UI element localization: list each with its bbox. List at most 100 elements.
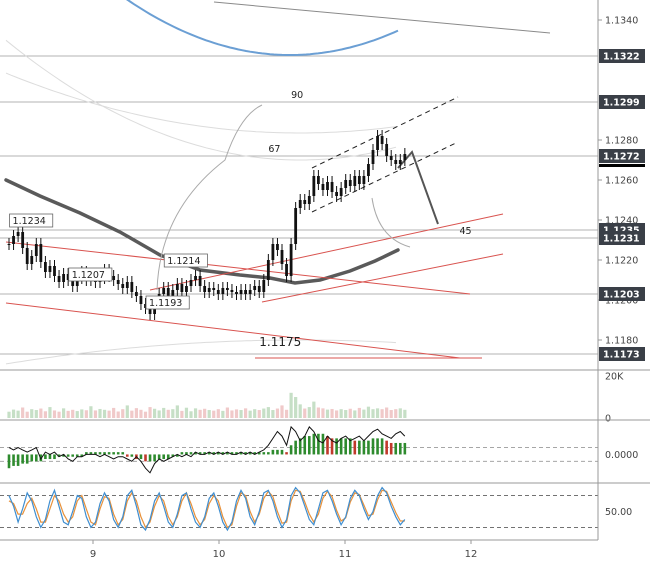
annotation-box <box>145 295 190 310</box>
macd-histogram-bar <box>376 438 379 455</box>
macd-histogram-bar <box>335 438 338 455</box>
price-badge-label: 1.1203 <box>603 290 640 301</box>
stochastic-panel: 50.00 <box>0 486 632 532</box>
overlay-layer <box>0 0 598 365</box>
macd-histogram-bar <box>112 452 115 455</box>
time-tick-label: 11 <box>339 549 352 560</box>
macd-histogram-bar <box>298 438 302 455</box>
volume-bar <box>257 410 261 418</box>
macd-histogram-bar <box>25 454 29 464</box>
volume-bar <box>71 409 75 418</box>
price-badge-label: 1.1272 <box>603 152 640 163</box>
candle-body <box>125 282 129 288</box>
macd-histogram-bar <box>62 454 65 457</box>
price-badge-label: 1.1299 <box>603 98 640 109</box>
macd-histogram-bar <box>344 438 347 455</box>
macd-histogram-bar <box>98 452 102 455</box>
candle-body <box>371 150 375 164</box>
volume-bar <box>89 406 93 418</box>
candle-body <box>194 276 197 280</box>
candle-body <box>253 286 257 290</box>
candle-body <box>312 176 316 196</box>
red-channel-line <box>5 241 471 295</box>
volume-bar <box>148 407 152 418</box>
price-tick-label: 1.1220 <box>605 256 638 267</box>
volume-bar <box>189 411 193 418</box>
band-lower <box>5 339 397 365</box>
red-channel-line <box>261 253 504 303</box>
annotation-box <box>68 267 113 282</box>
volume-bar <box>153 408 157 418</box>
macd-histogram-bar <box>221 452 225 455</box>
candle-body <box>144 304 147 308</box>
volume-bar <box>335 410 339 418</box>
volume-bar <box>21 407 25 418</box>
candle-body <box>75 278 79 286</box>
macd-histogram-bar <box>207 452 211 455</box>
volume-bar <box>339 409 343 418</box>
macd-histogram-bar <box>157 454 161 460</box>
candle-body <box>248 290 252 294</box>
volume-bar <box>207 410 211 418</box>
macd-histogram-bar <box>380 438 384 455</box>
macd-histogram-bar <box>166 454 170 460</box>
candle-body <box>317 176 320 184</box>
macd-histogram-bar <box>7 454 11 469</box>
annotation-label: 1.1234 <box>13 216 46 227</box>
candle-body <box>394 160 398 164</box>
volume-bar <box>244 408 248 418</box>
annotation-label: 1.1207 <box>72 270 105 281</box>
macd-histogram-bar <box>339 438 343 455</box>
volume-bar <box>143 411 148 418</box>
candle-body <box>212 288 216 290</box>
candle-body <box>30 256 34 264</box>
volume-bar <box>30 409 34 418</box>
macd-histogram-bar <box>198 452 202 455</box>
blue-moving-average <box>125 0 399 56</box>
red-channel-line <box>149 213 504 291</box>
macd-histogram-bar <box>289 445 293 455</box>
macd-histogram-bar <box>85 452 88 455</box>
volume-bar <box>275 408 280 418</box>
candle-body <box>198 276 202 286</box>
macd-histogram-bar <box>303 436 307 455</box>
macd-histogram-bar <box>153 454 156 462</box>
candle-body <box>185 286 188 292</box>
macd-histogram-bar <box>248 452 252 455</box>
volume-bar <box>62 408 66 418</box>
candle-body <box>121 284 125 288</box>
volume-bar <box>84 410 88 418</box>
candle-body <box>389 156 393 160</box>
candle-body <box>230 290 234 292</box>
volume-bar <box>330 408 334 418</box>
volume-bar <box>362 409 366 418</box>
candle-body <box>221 288 225 294</box>
candle-body <box>62 274 65 282</box>
volume-bar <box>52 410 57 418</box>
volume-bar <box>385 407 389 418</box>
macd-histogram-bar <box>194 452 197 455</box>
volume-bar <box>239 410 243 418</box>
macd-histogram-bar <box>148 454 152 462</box>
candle-body <box>34 244 38 256</box>
macd-histogram-bar <box>116 452 120 455</box>
candle-body <box>66 274 70 280</box>
price-badges: 1.13221.12991.12721.12351.12311.12031.11… <box>599 49 645 361</box>
macd-histogram-bar <box>21 454 24 464</box>
annotation-box <box>9 213 54 228</box>
candle-body <box>25 248 29 264</box>
candle-body <box>294 208 298 244</box>
candle-body <box>266 260 270 280</box>
candle-body <box>289 244 293 276</box>
volume-bar <box>325 409 330 418</box>
macd-histogram-bar <box>189 452 193 455</box>
candle-body <box>180 284 184 292</box>
candle-body <box>276 244 279 250</box>
volume-bar <box>212 410 216 418</box>
volume-bar <box>34 410 38 418</box>
macd-histogram-bar <box>385 440 388 455</box>
candle-body <box>21 232 25 248</box>
candle-body <box>357 176 361 184</box>
macd-histogram-bar <box>171 454 175 457</box>
macd-histogram-bar <box>16 454 20 466</box>
